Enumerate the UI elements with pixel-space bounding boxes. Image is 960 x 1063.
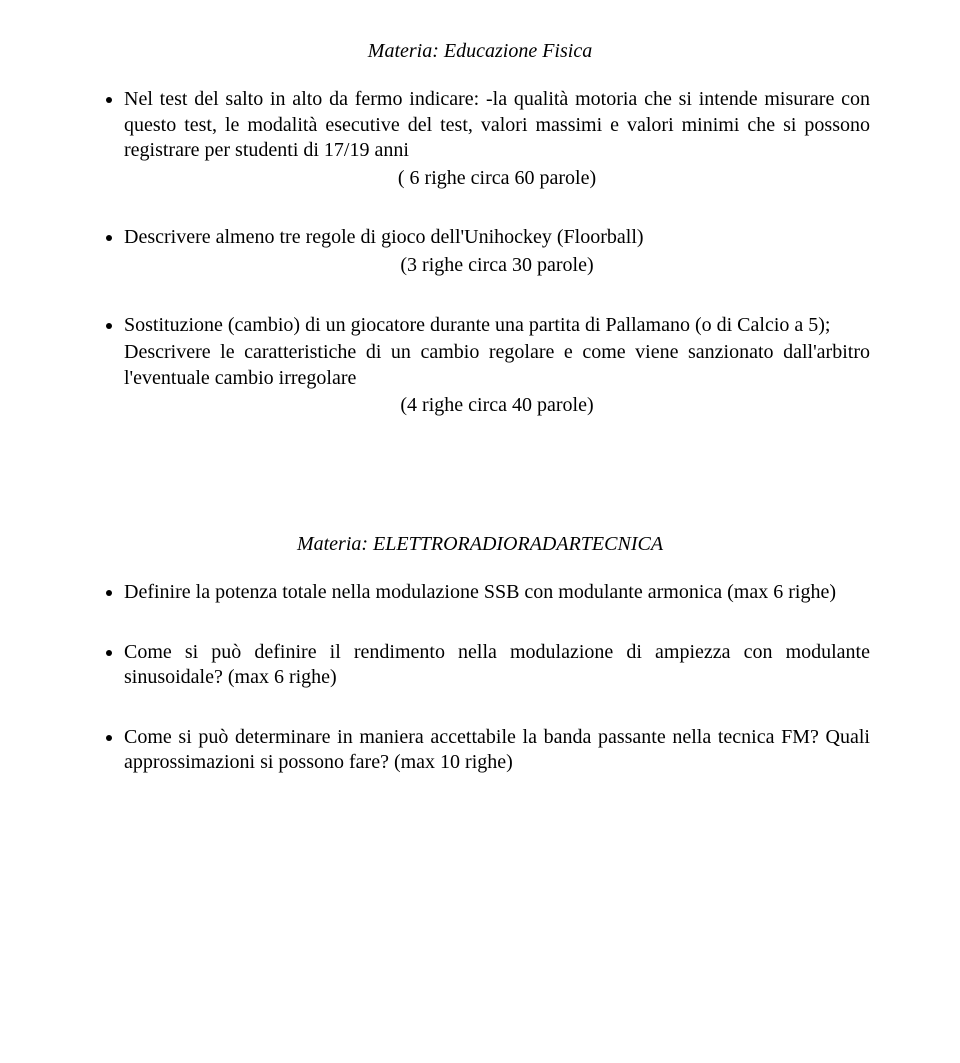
section-heading-1: Materia: Educazione Fisica [90, 40, 870, 63]
question-text: Come si può definire il rendimento nella… [124, 641, 870, 689]
list-item: Descrivere almeno tre regole di gioco de… [124, 225, 870, 278]
question-text: Come si può determinare in maniera accet… [124, 726, 870, 774]
list-item: Come si può definire il rendimento nella… [124, 640, 870, 691]
section-gap [90, 453, 870, 533]
list-item: Sostituzione (cambio) di un giocatore du… [124, 313, 870, 419]
question-hint: ( 6 righe circa 60 parole) [124, 166, 870, 192]
list-item: Definire la potenza totale nella modulaz… [124, 580, 870, 606]
question-body: Descrivere le caratteristiche di un camb… [124, 340, 870, 391]
list-item: Come si può determinare in maniera accet… [124, 725, 870, 776]
question-text: Descrivere almeno tre regole di gioco de… [124, 226, 644, 248]
question-hint: (4 righe circa 40 parole) [124, 393, 870, 419]
question-list-2: Definire la potenza totale nella modulaz… [90, 580, 870, 776]
section-heading-2: Materia: ELETTRORADIORADARTECNICA [90, 533, 870, 556]
question-text: Definire la potenza totale nella modulaz… [124, 581, 836, 603]
list-item: Nel test del salto in alto da fermo indi… [124, 87, 870, 191]
question-text: Sostituzione (cambio) di un giocatore du… [124, 314, 830, 336]
question-hint: (3 righe circa 30 parole) [124, 253, 870, 279]
question-text: Nel test del salto in alto da fermo indi… [124, 88, 870, 161]
question-list-1: Nel test del salto in alto da fermo indi… [90, 87, 870, 419]
